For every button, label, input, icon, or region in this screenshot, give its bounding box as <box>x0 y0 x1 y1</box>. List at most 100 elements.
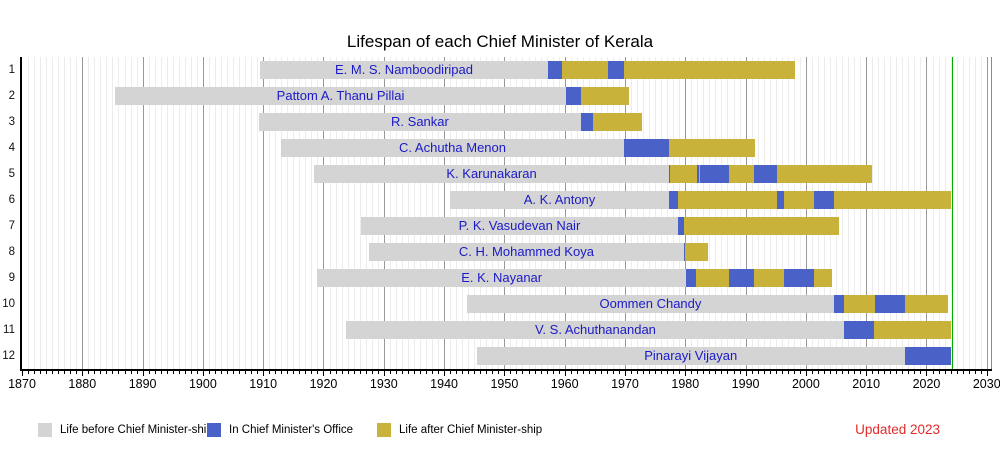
bar-segment-after <box>678 191 777 209</box>
gridline <box>824 57 825 369</box>
x-tick <box>746 371 747 376</box>
x-tick <box>848 371 849 374</box>
gridline <box>637 57 638 369</box>
x-tick <box>444 371 445 376</box>
gridline <box>125 57 126 369</box>
gridline <box>179 57 180 369</box>
bar-segment-office <box>697 165 699 183</box>
x-tick <box>854 371 855 374</box>
gridline <box>770 57 771 369</box>
gridline <box>631 57 632 369</box>
x-tick <box>420 371 421 374</box>
x-tick <box>40 371 41 374</box>
x-tick <box>305 371 306 374</box>
gridline <box>559 57 560 369</box>
x-tick <box>275 371 276 374</box>
x-tick <box>215 371 216 374</box>
x-tick-label: 1980 <box>671 377 700 391</box>
x-tick <box>468 371 469 374</box>
gridline <box>281 57 282 369</box>
x-tick <box>866 371 867 376</box>
bar-segment-before <box>467 295 834 313</box>
x-tick <box>860 371 861 374</box>
x-tick <box>939 371 940 374</box>
x-tick <box>926 371 927 376</box>
bar-segment-after <box>684 243 708 261</box>
y-tick-label: 12 <box>2 350 15 362</box>
bar-name-label: Pattom A. Thanu Pillai <box>276 88 405 103</box>
gridline <box>432 57 433 369</box>
gridline <box>649 57 650 369</box>
x-tick <box>896 371 897 374</box>
bar-name-label: A. K. Antony <box>523 192 596 207</box>
x-tick-label: 1910 <box>249 377 278 391</box>
legend-swatch <box>38 423 52 437</box>
x-tick <box>987 371 988 376</box>
bar-segment-office <box>699 165 729 183</box>
gridline <box>691 57 692 369</box>
gridline <box>541 57 542 369</box>
bar-segment-office <box>548 61 563 79</box>
gridline <box>933 57 934 369</box>
gridline <box>450 57 451 369</box>
x-tick <box>661 371 662 374</box>
gridline <box>384 57 385 369</box>
bar-segment-office <box>904 347 952 365</box>
x-tick <box>239 371 240 374</box>
x-tick <box>541 371 542 374</box>
gridline <box>426 57 427 369</box>
gridline <box>655 57 656 369</box>
gridline <box>522 57 523 369</box>
bar-segment-office <box>685 269 697 287</box>
gridline <box>468 57 469 369</box>
gridline <box>866 57 867 369</box>
gridline <box>348 57 349 369</box>
bar-segment-after <box>874 321 952 339</box>
gridline <box>251 57 252 369</box>
x-tick <box>908 371 909 374</box>
x-tick <box>721 371 722 374</box>
gridline <box>697 57 698 369</box>
gridline <box>884 57 885 369</box>
gridline <box>263 57 264 369</box>
x-tick <box>486 371 487 374</box>
gridline <box>197 57 198 369</box>
gridline <box>118 57 119 369</box>
gridline <box>601 57 602 369</box>
x-tick <box>70 371 71 374</box>
gridline <box>721 57 722 369</box>
x-tick <box>438 371 439 374</box>
gridline <box>438 57 439 369</box>
x-tick <box>553 371 554 374</box>
gridline <box>504 57 505 369</box>
x-tick <box>577 371 578 374</box>
gridline <box>233 57 234 369</box>
y-tick-label: 9 <box>8 272 15 284</box>
x-tick <box>197 371 198 374</box>
gridline <box>444 57 445 369</box>
x-tick <box>727 371 728 374</box>
x-tick <box>414 371 415 374</box>
gridline <box>245 57 246 369</box>
x-tick <box>179 371 180 374</box>
bar-segment-office <box>684 243 686 261</box>
bar-name-label: Pinarayi Vijayan <box>644 348 738 363</box>
bar-segment-before <box>259 61 549 79</box>
x-tick <box>251 371 252 374</box>
plot-right-border <box>991 57 992 369</box>
gridline <box>34 57 35 369</box>
x-tick <box>185 371 186 374</box>
gridline <box>474 57 475 369</box>
x-tick <box>378 371 379 374</box>
legend-label: In Chief Minister's Office <box>229 424 354 436</box>
gridline <box>287 57 288 369</box>
bar-name-label: C. Achutha Menon <box>399 140 506 155</box>
x-tick <box>287 371 288 374</box>
plot-area: E. M. S. Namboodiripad Pattom A. Thanu Pi… <box>22 57 991 369</box>
gridline <box>679 57 680 369</box>
x-tick <box>740 371 741 374</box>
bar-segment-after <box>696 269 729 287</box>
x-tick <box>323 371 324 376</box>
gridline <box>305 57 306 369</box>
x-tick <box>933 371 934 374</box>
